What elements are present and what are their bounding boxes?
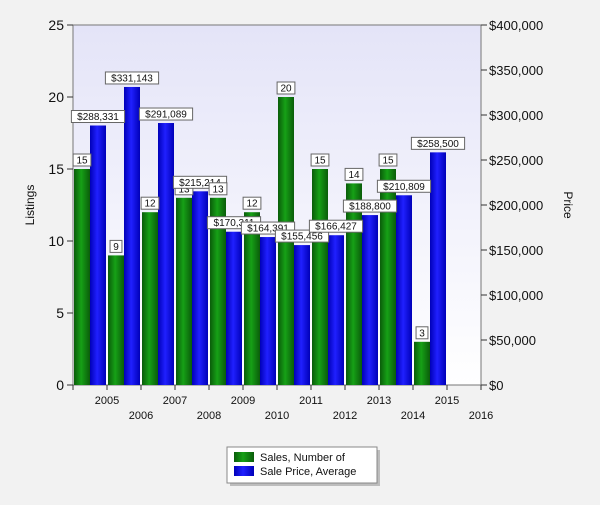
ytick-right-label: $350,000 — [489, 63, 543, 78]
data-label-sales-2012: 15 — [310, 153, 330, 167]
svg-text:12: 12 — [144, 199, 156, 210]
ytick-left-label: 15 — [48, 161, 64, 177]
legend-label: Sale Price, Average — [260, 466, 356, 478]
data-label-price-2005: $288,331 — [70, 110, 126, 124]
bar-sales-2008 — [176, 197, 192, 385]
bar-price-2012 — [328, 235, 344, 385]
xtick-label: 2009 — [231, 395, 255, 407]
legend-label: Sales, Number of — [260, 452, 346, 464]
ytick-right-label: $0 — [489, 378, 503, 393]
data-label-price-2014: $210,809 — [376, 179, 432, 193]
bar-price-2009 — [226, 231, 242, 385]
legend-swatch — [234, 452, 254, 462]
ytick-left-label: 10 — [48, 233, 64, 249]
data-label-sales-2014: 15 — [378, 153, 398, 167]
data-label-price-2013: $188,800 — [342, 199, 398, 213]
legend-swatch — [234, 466, 254, 476]
data-label-price-2006: $331,143 — [104, 71, 160, 85]
svg-text:$215,214: $215,214 — [179, 178, 221, 189]
data-label-sales-2007: 12 — [140, 196, 160, 210]
xtick-label: 2015 — [435, 395, 459, 407]
y-axis-right-title: Price — [561, 191, 575, 219]
ytick-left-label: 0 — [56, 377, 64, 393]
xtick-label: 2006 — [129, 410, 153, 422]
bar-price-2007 — [158, 123, 174, 385]
svg-text:3: 3 — [419, 328, 425, 339]
bar-price-2010 — [260, 237, 276, 385]
bar-sales-2007 — [142, 212, 158, 385]
data-label-price-2012: $166,427 — [308, 219, 364, 233]
svg-text:$170,311: $170,311 — [214, 218, 255, 229]
bar-sales-2013 — [346, 183, 362, 385]
svg-text:$188,800: $188,800 — [349, 202, 391, 213]
svg-text:$164,391: $164,391 — [247, 224, 289, 235]
svg-text:$155,456: $155,456 — [281, 232, 323, 243]
ytick-right-label: $300,000 — [489, 108, 543, 123]
svg-text:12: 12 — [246, 199, 258, 210]
svg-text:13: 13 — [212, 184, 224, 195]
bar-price-2008 — [192, 191, 208, 385]
svg-text:$291,089: $291,089 — [145, 110, 187, 121]
svg-text:20: 20 — [280, 84, 292, 95]
xtick-label: 2014 — [401, 410, 425, 422]
svg-text:$210,809: $210,809 — [383, 182, 425, 193]
bar-sales-2009 — [210, 197, 226, 385]
bar-price-2005 — [90, 125, 106, 385]
data-label-sales-2010: 12 — [242, 196, 262, 210]
bar-sales-2010 — [244, 212, 260, 385]
data-label-sales-2013: 14 — [344, 167, 364, 181]
data-label-price-2015: $258,500 — [410, 136, 466, 150]
svg-text:15: 15 — [314, 156, 326, 167]
svg-text:15: 15 — [76, 156, 88, 167]
svg-text:13: 13 — [178, 184, 190, 195]
ytick-right-label: $150,000 — [489, 243, 543, 258]
ytick-left-label: 5 — [56, 305, 64, 321]
bar-sales-2006 — [108, 255, 124, 385]
xtick-label: 2007 — [163, 395, 187, 407]
bar-sales-2014 — [380, 169, 396, 385]
bar-price-2014 — [396, 195, 412, 385]
ytick-right-label: $200,000 — [489, 198, 543, 213]
data-label-price-2011: $155,456 — [274, 229, 330, 243]
data-label-sales-2009: 13 — [208, 182, 228, 196]
data-label-sales-2006: 9 — [109, 239, 123, 253]
svg-text:$288,331: $288,331 — [77, 112, 119, 123]
y-axis-left-title: Listings — [23, 185, 37, 226]
svg-text:15: 15 — [382, 156, 394, 167]
xtick-label: 2010 — [265, 410, 289, 422]
bar-price-2013 — [362, 215, 378, 385]
xtick-label: 2008 — [197, 410, 221, 422]
bar-sales-2015 — [414, 341, 430, 385]
xtick-label: 2005 — [95, 395, 119, 407]
bar-price-2015 — [430, 152, 446, 385]
ytick-right-label: $50,000 — [489, 333, 536, 348]
ytick-right-label: $250,000 — [489, 153, 543, 168]
data-label-sales-2015: 3 — [415, 326, 429, 340]
xtick-label: 2012 — [333, 410, 357, 422]
svg-text:$166,427: $166,427 — [315, 222, 357, 233]
svg-text:14: 14 — [348, 170, 360, 181]
svg-text:$258,500: $258,500 — [417, 139, 459, 150]
data-label-price-2007: $291,089 — [138, 107, 194, 121]
xtick-label: 2011 — [299, 395, 323, 407]
bar-sales-2005 — [74, 169, 90, 385]
ytick-right-label: $100,000 — [489, 288, 543, 303]
ytick-left-label: 25 — [48, 17, 64, 33]
bar-price-2006 — [124, 86, 140, 385]
ytick-right-label: $400,000 — [489, 18, 543, 33]
svg-text:$331,143: $331,143 — [111, 73, 153, 84]
data-label-sales-2005: 15 — [72, 153, 92, 167]
bar-price-2011 — [294, 245, 310, 385]
bar-sales-2012 — [312, 169, 328, 385]
ytick-left-label: 20 — [48, 89, 64, 105]
xtick-label: 2016 — [469, 410, 493, 422]
svg-text:9: 9 — [113, 242, 119, 253]
data-label-sales-2011: 20 — [276, 81, 296, 95]
xtick-label: 2013 — [367, 395, 391, 407]
